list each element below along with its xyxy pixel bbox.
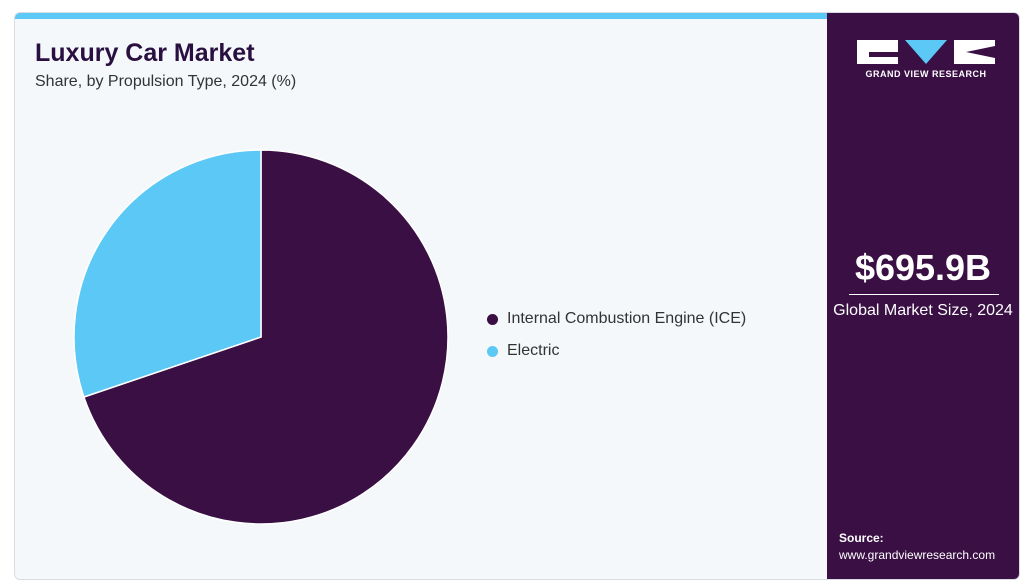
chart-panel: Luxury Car Market Share, by Propulsion T… <box>15 13 827 579</box>
market-size-label: Global Market Size, 2024 <box>833 302 1013 319</box>
legend-label-ice: Internal Combustion Engine (ICE) <box>507 310 747 327</box>
brand-logo: GRAND VIEW RESEARCH <box>856 39 996 79</box>
pie-slice-ice <box>82 149 449 525</box>
market-size-value: $695.9B <box>854 247 992 288</box>
legend-label-electric: Electric <box>507 342 560 359</box>
chart-legend: Internal Combustion Engine (ICE) Electri… <box>487 309 746 373</box>
chart-title: Luxury Car Market <box>35 39 255 67</box>
legend-item-electric: Electric <box>487 341 746 361</box>
source-label: Source: <box>839 531 884 545</box>
source-link[interactable]: www.grandviewresearch.com <box>839 548 996 562</box>
gvr-logo-icon <box>857 40 995 64</box>
chart-subtitle: Share, by Propulsion Type, 2024 (%) <box>35 73 297 90</box>
pie-slice-electric <box>73 149 262 398</box>
brand-name: GRAND VIEW RESEARCH <box>865 69 987 79</box>
legend-item-ice: Internal Combustion Engine (ICE) <box>487 309 746 329</box>
accent-bar <box>15 13 827 19</box>
pie-chart <box>73 149 449 525</box>
chart-card: Luxury Car Market Share, by Propulsion T… <box>14 12 1020 580</box>
legend-swatch-electric <box>487 345 498 357</box>
market-size-divider <box>849 294 999 295</box>
info-sidebar: GRAND VIEW RESEARCH $695.9B Global Marke… <box>827 13 1019 579</box>
legend-swatch-ice <box>487 313 498 325</box>
